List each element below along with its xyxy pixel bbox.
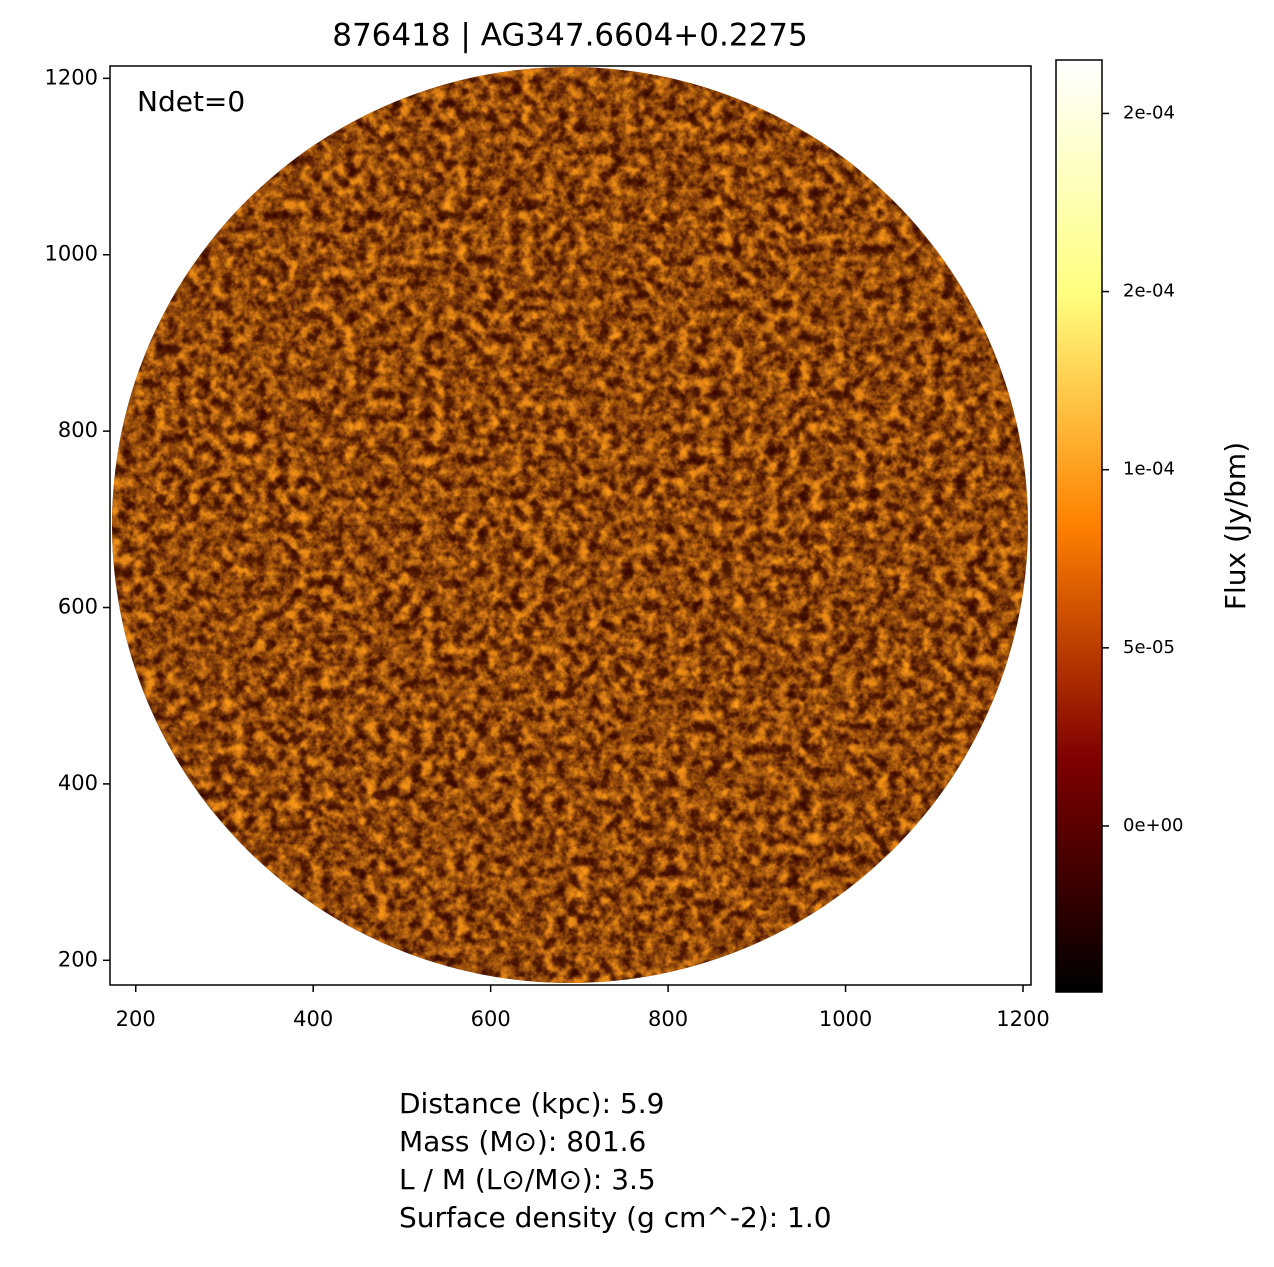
x-tick-label: 400 <box>293 1007 333 1031</box>
colorbar-tick-label: 1e-04 <box>1123 459 1175 480</box>
y-tick-label: 200 <box>58 947 98 971</box>
x-tick-label: 1200 <box>996 1007 1049 1031</box>
y-tick-label: 800 <box>58 418 98 442</box>
info-line: L / M (L⊙/M⊙): 3.5 <box>399 1163 656 1196</box>
y-tick-label: 1000 <box>45 242 98 266</box>
colorbar-tick-label: 2e-04 <box>1123 281 1175 302</box>
x-tick-label: 1000 <box>819 1007 872 1031</box>
info-line: Surface density (g cm^-2): 1.0 <box>399 1201 832 1234</box>
colorbar-tick-label: 5e-05 <box>1123 637 1175 658</box>
annotation: Ndet=0 <box>137 85 245 118</box>
colorbar-tick-label: 2e-04 <box>1123 102 1175 123</box>
info-line: Mass (M⊙): 801.6 <box>399 1125 646 1158</box>
y-tick-label: 400 <box>58 771 98 795</box>
chart-title: 876418 | AG347.6604+0.2275 <box>332 18 808 54</box>
info-line: Distance (kpc): 5.9 <box>399 1087 664 1120</box>
x-tick-label: 200 <box>116 1007 156 1031</box>
x-tick-label: 800 <box>648 1007 688 1031</box>
image <box>112 67 1028 983</box>
x-tick-label: 600 <box>471 1007 511 1031</box>
y-tick-label: 600 <box>58 595 98 619</box>
colorbar-label: Flux (Jy/bm) <box>1219 442 1252 610</box>
colorbar-tick-label: 0e+00 <box>1123 815 1184 836</box>
y-tick-label: 1200 <box>45 65 98 89</box>
colorbar <box>1055 59 1103 993</box>
